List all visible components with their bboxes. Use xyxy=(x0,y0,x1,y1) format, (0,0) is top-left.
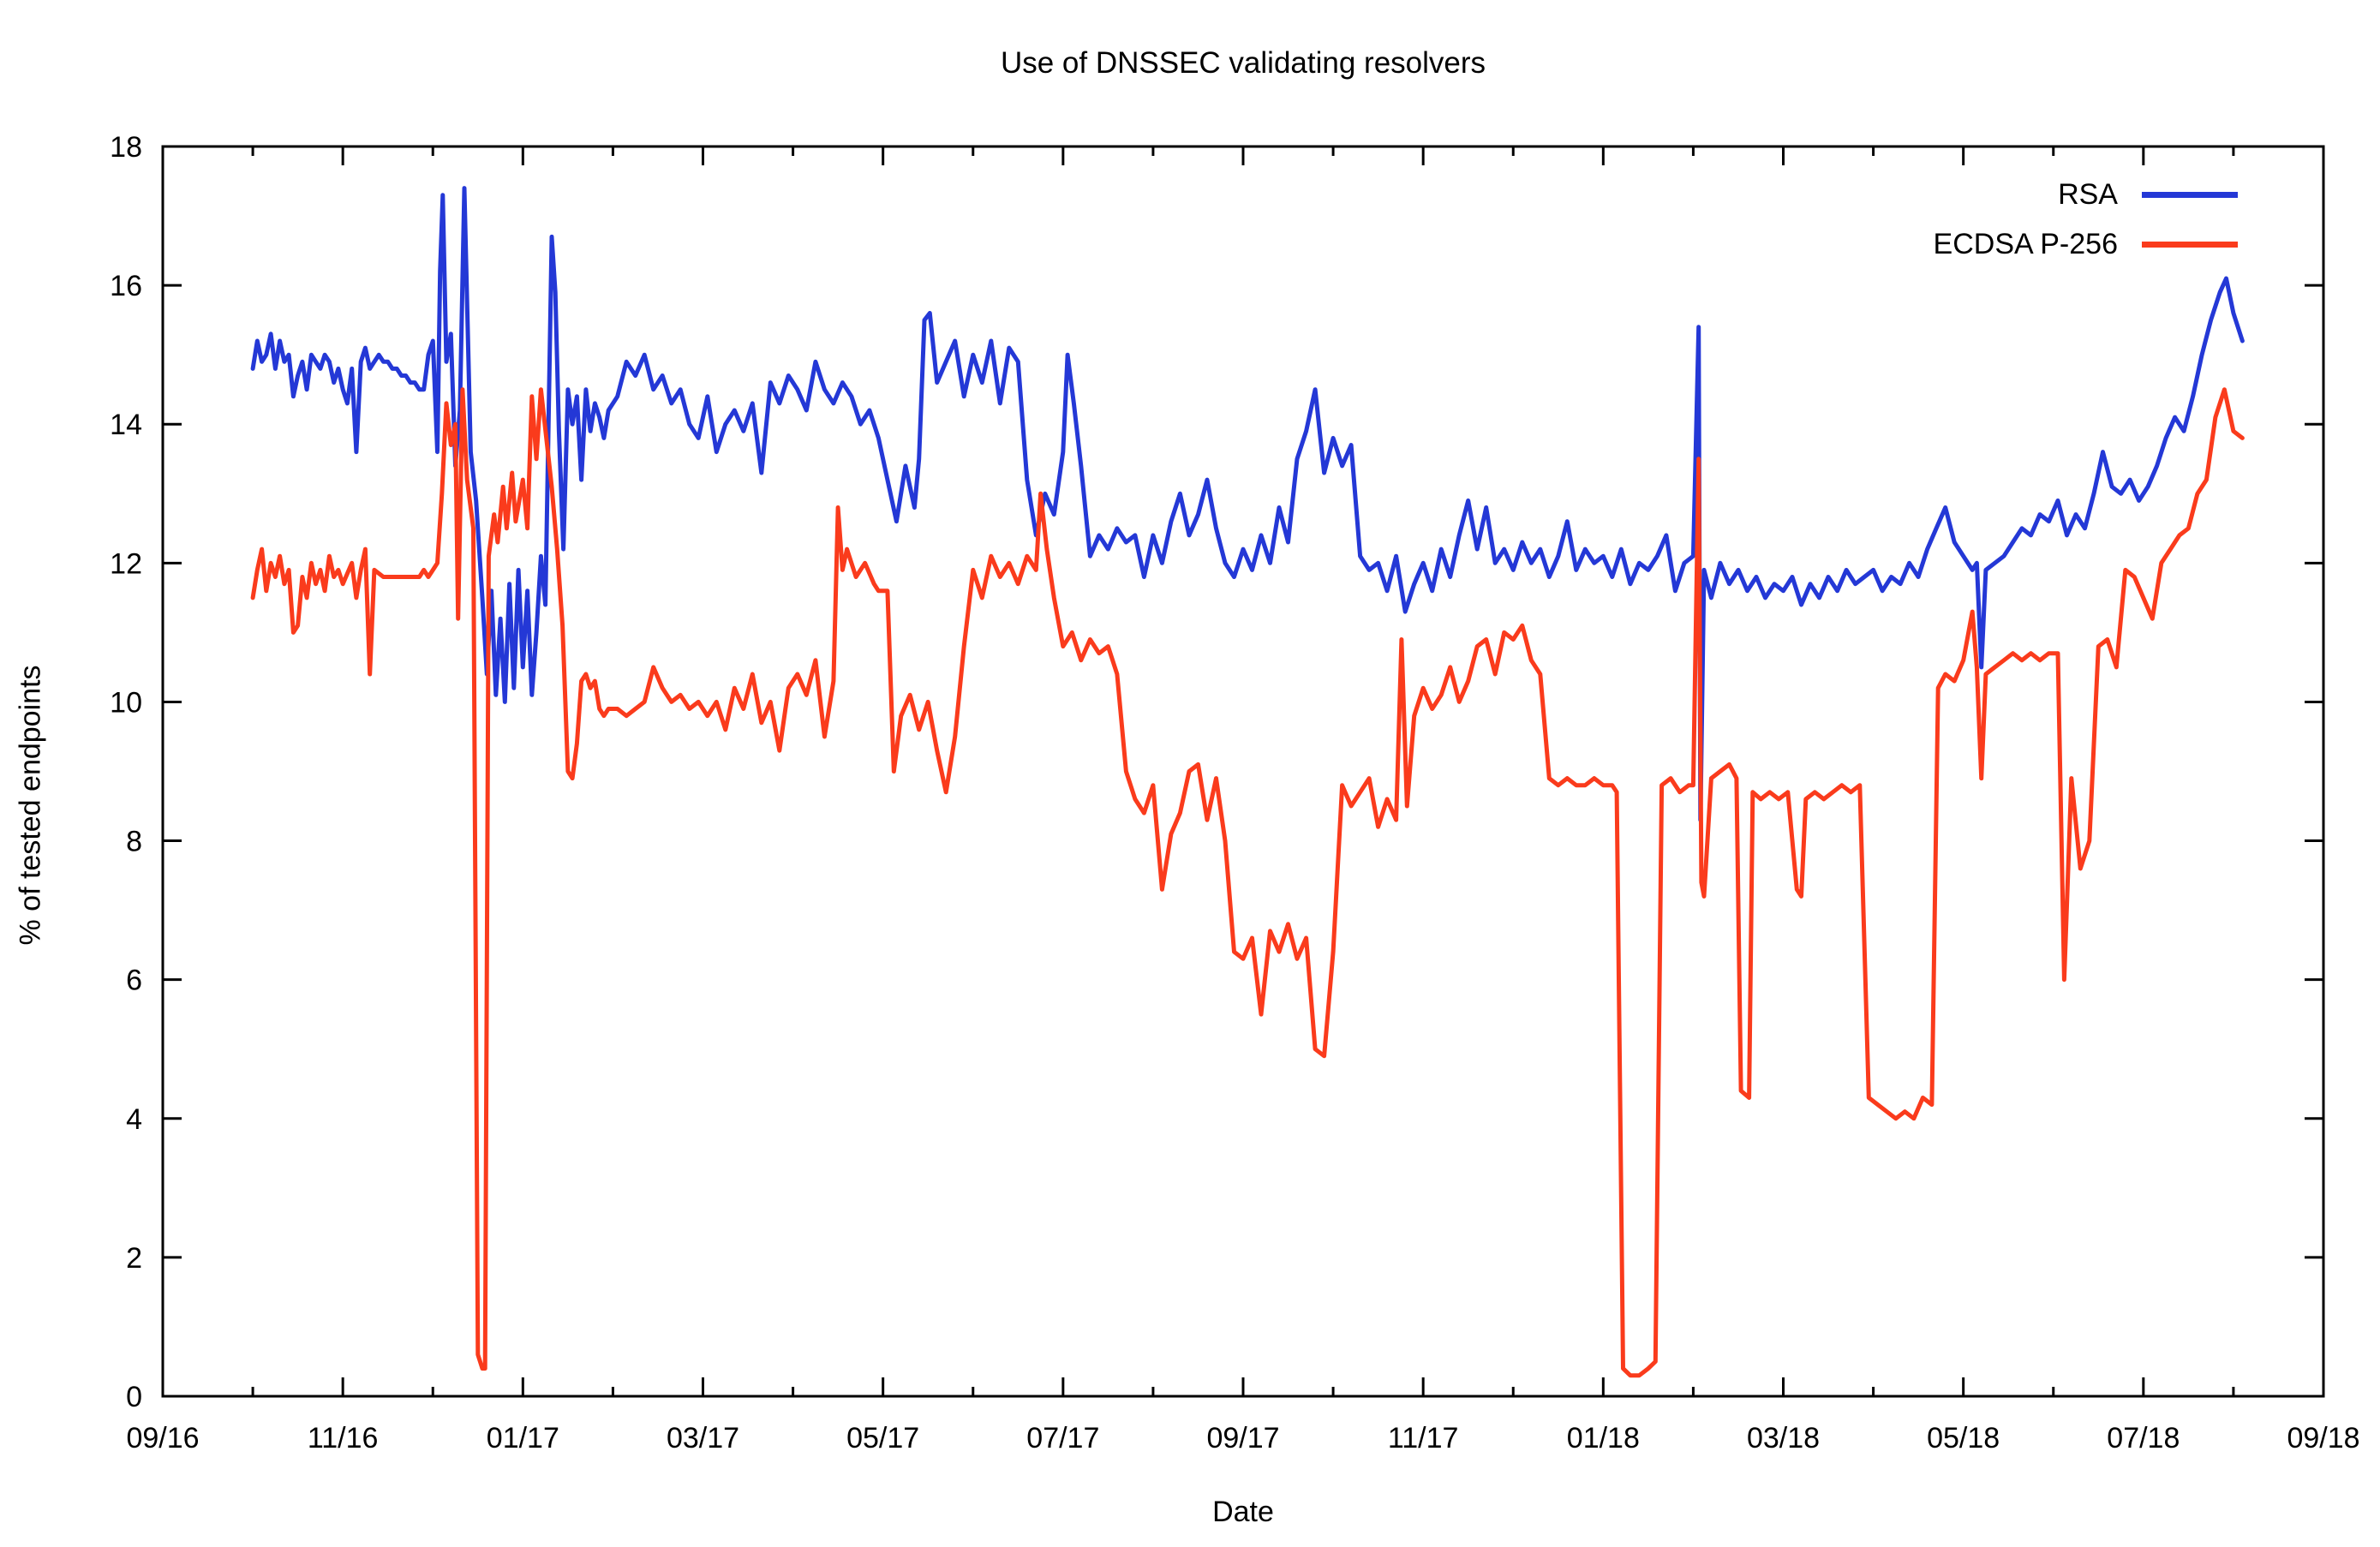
legend-line-sample-ecdsa xyxy=(2142,241,2238,248)
legend-entry-rsa: RSA xyxy=(2058,170,2238,219)
y-tick-label: 2 xyxy=(126,1242,142,1275)
x-tick-label: 03/17 xyxy=(667,1422,739,1454)
x-axis-title: Date xyxy=(1212,1496,1274,1528)
x-tick-label: 05/17 xyxy=(846,1422,919,1454)
x-tick-label: 09/18 xyxy=(2287,1422,2359,1454)
legend-line-sample-rsa xyxy=(2142,191,2238,198)
chart-title: Use of DNSSEC validating resolvers xyxy=(1000,46,1486,80)
y-tick-label: 0 xyxy=(126,1381,142,1413)
y-tick-label: 12 xyxy=(110,547,142,580)
y-tick-label: 4 xyxy=(126,1103,142,1136)
y-tick-label: 18 xyxy=(110,131,142,164)
x-tick-label: 07/18 xyxy=(2107,1422,2180,1454)
x-tick-label: 09/16 xyxy=(126,1422,199,1454)
x-tick-label: 09/17 xyxy=(1206,1422,1279,1454)
legend: RSA ECDSA P-256 xyxy=(1934,170,2238,269)
series-line-rsa xyxy=(250,186,2245,822)
x-tick-label: 11/17 xyxy=(1388,1422,1459,1454)
series-line-ecdsa-p-256 xyxy=(250,387,2245,1378)
plot-border xyxy=(161,145,2325,1398)
x-tick-label: 01/17 xyxy=(487,1422,559,1454)
y-tick-label: 14 xyxy=(110,409,142,441)
y-axis-title: % of tested endpoints xyxy=(14,665,47,946)
x-tick-label: 11/16 xyxy=(308,1422,379,1454)
legend-entry-ecdsa: ECDSA P-256 xyxy=(1934,219,2238,269)
legend-label-rsa: RSA xyxy=(2058,177,2118,211)
y-tick-label: 16 xyxy=(110,270,142,302)
y-tick-label: 6 xyxy=(126,965,142,997)
x-tick-label: 01/18 xyxy=(1567,1422,1640,1454)
x-tick-label: 07/17 xyxy=(1026,1422,1099,1454)
x-tick-label: 05/18 xyxy=(1927,1422,2000,1454)
y-tick-label: 8 xyxy=(126,826,142,858)
y-tick-label: 10 xyxy=(110,686,142,719)
legend-label-ecdsa: ECDSA P-256 xyxy=(1933,227,2118,260)
x-tick-label: 03/18 xyxy=(1747,1422,1820,1454)
